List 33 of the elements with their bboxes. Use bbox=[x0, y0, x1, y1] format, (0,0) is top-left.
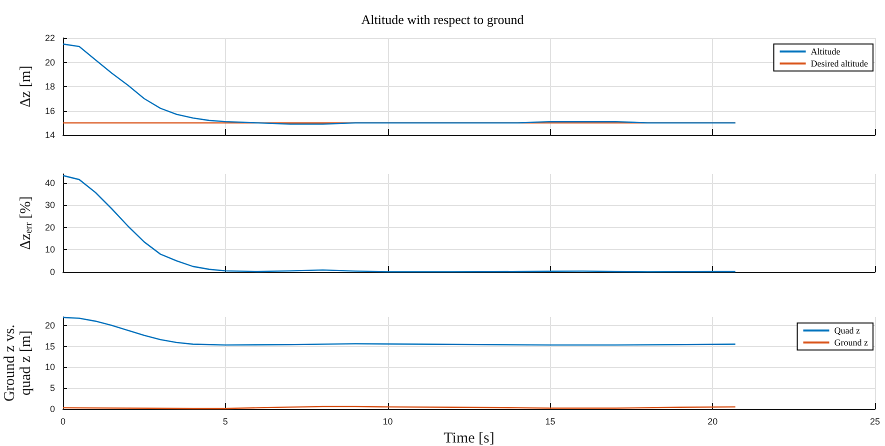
x-tick-label: 0 bbox=[60, 416, 66, 426]
legend-label: Ground z bbox=[834, 338, 868, 348]
y-tick-label: 18 bbox=[44, 82, 55, 92]
x-tick-label: 5 bbox=[222, 416, 228, 426]
y-axis-title: Δz [m] bbox=[18, 66, 34, 108]
y-tick-label: 40 bbox=[44, 178, 55, 188]
y-tick-label: 20 bbox=[44, 222, 55, 232]
y-tick-label: 15 bbox=[44, 341, 55, 352]
line-series bbox=[62, 174, 736, 272]
y-tick-label: 20 bbox=[44, 57, 55, 68]
y-tick-label: 16 bbox=[44, 106, 55, 116]
x-tick-label: 20 bbox=[708, 416, 718, 426]
y-axis-title: Ground z vs. quad z [m] bbox=[2, 324, 34, 402]
line-series bbox=[62, 316, 736, 346]
x-tick-label: 10 bbox=[382, 416, 393, 426]
y-tick-label: 22 bbox=[44, 33, 55, 43]
y-tick-label: 0 bbox=[50, 267, 55, 277]
y-tick-label: 14 bbox=[44, 130, 55, 140]
y-tick-label: 0 bbox=[50, 404, 55, 414]
y-tick-label: 5 bbox=[50, 383, 55, 394]
legend-label: Quad z bbox=[834, 326, 860, 336]
y-tick-label: 10 bbox=[44, 362, 55, 372]
legend-label: Desired altitude bbox=[810, 58, 868, 68]
chart-title: Altitude with respect to ground bbox=[361, 12, 524, 27]
y-axis-title: Δzerr [%] bbox=[18, 196, 35, 250]
x-axis-title: Time [s] bbox=[444, 430, 494, 446]
y-tick-label: 30 bbox=[44, 200, 55, 210]
line-series bbox=[62, 43, 736, 125]
x-tick-label: 25 bbox=[870, 416, 880, 426]
legend-label: Altitude bbox=[810, 46, 840, 56]
x-tick-label: 15 bbox=[545, 416, 556, 426]
y-tick-label: 20 bbox=[44, 320, 55, 330]
y-tick-label: 10 bbox=[44, 244, 55, 255]
